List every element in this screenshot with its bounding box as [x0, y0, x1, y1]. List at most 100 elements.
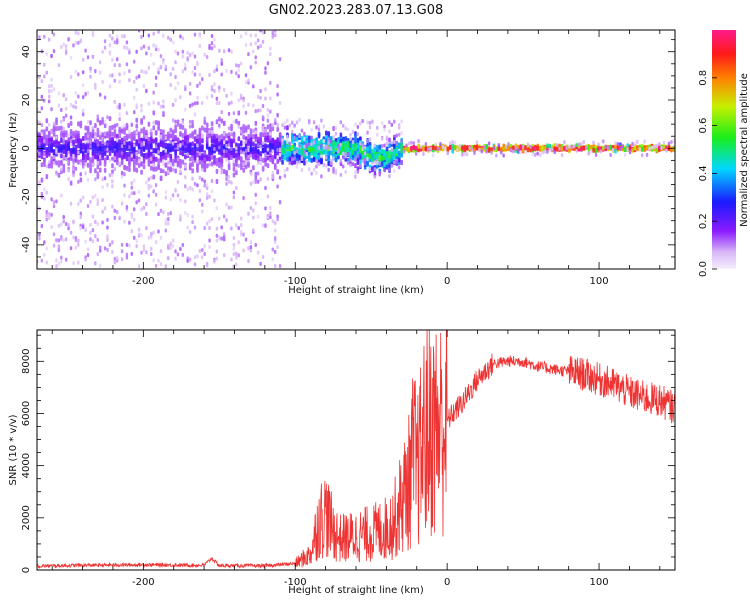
spectrogram-cell	[252, 147, 255, 153]
spectrogram-cell	[147, 131, 151, 136]
spectrogram-cell	[249, 65, 253, 70]
spectrogram-cell	[106, 155, 109, 161]
spectrogram-cell	[188, 124, 192, 129]
spectrogram-cell	[133, 166, 136, 172]
spectrogram-cell	[103, 120, 107, 125]
spectrogram-cell	[186, 146, 190, 152]
spectrogram-cell	[179, 142, 182, 147]
spectrogram-cell	[96, 252, 99, 257]
spectrogram-cell	[198, 43, 202, 48]
spectrogram-cell	[184, 141, 187, 147]
spectrogram-cell	[208, 72, 211, 77]
spectrogram-cell	[203, 52, 206, 57]
spectrogram-cell	[237, 253, 240, 258]
spectrogram-cell	[118, 79, 121, 84]
spectrogram-cell	[446, 146, 450, 152]
spectrogram-cell	[422, 151, 425, 156]
spectrogram-cell	[38, 35, 41, 40]
spectrogram-cell	[273, 249, 277, 254]
spectrogram-cell	[203, 116, 206, 121]
spectrogram-cell	[57, 103, 61, 108]
spectrogram-cell	[249, 248, 253, 253]
spectrogram-cell	[281, 154, 284, 160]
spectrogram-cell	[128, 129, 131, 134]
spectrogram-cell	[582, 140, 586, 145]
spectrogram-cell	[174, 142, 177, 148]
spectrogram-cell	[69, 128, 73, 134]
spectrogram-cell	[164, 162, 168, 168]
spectrogram-cell	[152, 100, 155, 105]
spectrogram-cell	[222, 237, 226, 242]
spectrogram-cell	[329, 139, 333, 144]
spectrogram-cell	[205, 195, 209, 200]
spectrogram-cell	[373, 167, 377, 172]
spectrogram-cell	[86, 203, 90, 208]
spectrogram-cell	[169, 133, 173, 139]
spectrogram-cell	[96, 237, 99, 242]
spectrogram-cell	[390, 158, 394, 164]
spectrogram-cell	[133, 143, 136, 148]
spectrogram-cell	[376, 161, 379, 166]
spectrogram-cell	[235, 156, 238, 162]
spectrogram-cell	[205, 144, 209, 150]
spectrogram-cell	[113, 208, 116, 213]
spectrogram-cell	[140, 143, 143, 148]
spectrogram-cell	[201, 125, 204, 131]
spectrogram-cell	[259, 161, 262, 166]
spectrogram-cell	[215, 67, 219, 72]
spectrogram-cell	[191, 161, 194, 167]
spectrogram-cell	[288, 141, 291, 146]
spectrogram-cell	[261, 128, 265, 133]
spectrogram-cell	[203, 183, 206, 188]
spectrogram-cell	[242, 196, 245, 201]
spectrogram-cell	[247, 133, 250, 139]
spectrogram-cell	[81, 135, 85, 141]
spectrogram-cell	[108, 140, 112, 146]
spectrogram-cell	[118, 112, 121, 117]
spectrogram-cell	[152, 90, 155, 95]
spectrogram-cell	[193, 129, 197, 135]
spectrogram-cell	[254, 143, 258, 149]
spectrogram-cell	[167, 217, 170, 222]
spectrogram-cell	[128, 133, 131, 139]
spectrogram-cell	[169, 37, 172, 42]
spectrogram-cell	[546, 143, 549, 149]
spectrogram-cell	[86, 55, 90, 60]
spectrogram-cell	[89, 66, 92, 71]
spectrogram-cell	[483, 145, 486, 150]
spectrogram-cell	[130, 145, 134, 151]
spectrogram-cell	[446, 151, 449, 156]
spectrogram-cell	[215, 101, 219, 106]
spectrogram-cell	[208, 156, 211, 162]
spectrogram-cell	[536, 145, 540, 151]
spectrogram-cell	[259, 151, 263, 157]
spectrogram-cell	[463, 144, 467, 150]
spectrogram-cell	[120, 242, 124, 247]
spectrogram-cell	[339, 145, 343, 151]
spectrogram-cell	[193, 54, 197, 59]
spectrogram-cell	[215, 96, 219, 101]
spectrogram-cell	[130, 153, 133, 158]
spectrogram-cell	[145, 144, 148, 150]
spectrogram-cell	[106, 225, 109, 230]
spectrogram-cell	[218, 135, 221, 141]
spectrogram-cell	[397, 125, 401, 130]
spectrogram-cell	[368, 153, 372, 159]
spectrogram-cell	[543, 145, 547, 151]
spectrogram-cell	[150, 184, 153, 189]
spectrogram-cell	[463, 151, 466, 156]
spectrogram-cell	[167, 153, 170, 158]
spectrogram-cell	[276, 112, 279, 117]
spectrogram-cell	[98, 92, 102, 97]
spectrogram-cell	[215, 133, 219, 139]
spectrogram-cell	[162, 104, 165, 109]
spectrogram-cell	[106, 147, 109, 152]
spectrogram-cell	[164, 190, 168, 195]
spectrogram-cell	[77, 40, 80, 45]
spectrogram-cell	[393, 119, 396, 124]
snr-y-tick-label: 4000	[21, 453, 32, 478]
spectrogram-cell	[89, 157, 92, 163]
spectrogram-cell	[244, 161, 248, 166]
spectrogram-cell	[69, 142, 73, 147]
spectrogram-cell	[244, 139, 248, 144]
